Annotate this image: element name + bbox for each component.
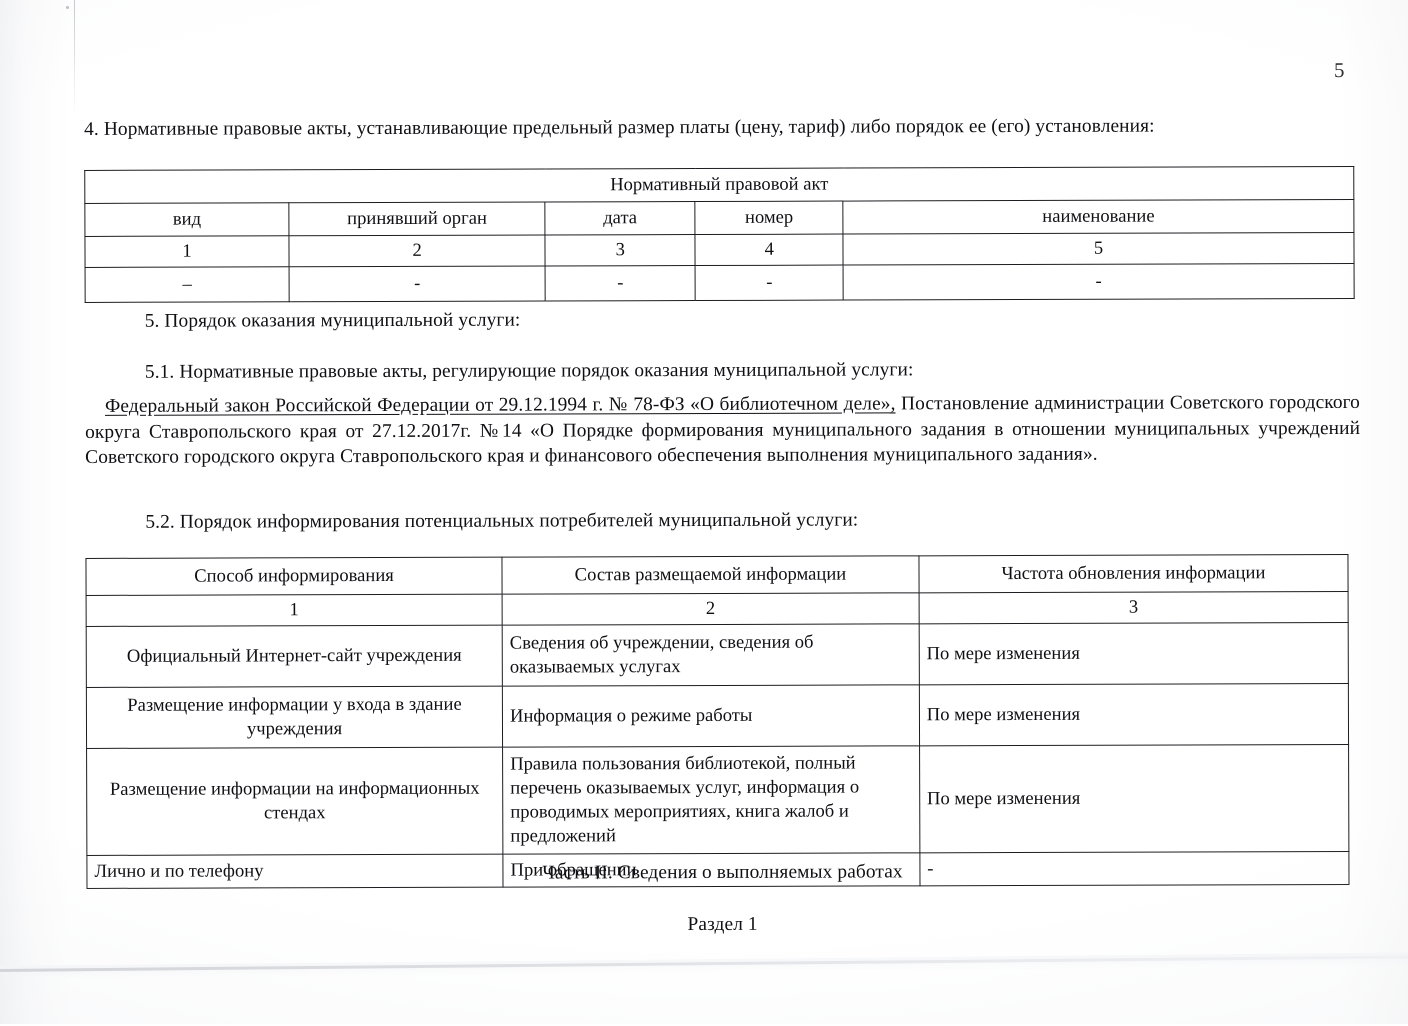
table-nla-header-data: дата	[545, 202, 695, 235]
table-info-cell-frequency: По мере изменения	[919, 744, 1349, 852]
table-info-cell-method: Размещение информации на информационных …	[87, 747, 503, 855]
table-info-number-3: 3	[919, 591, 1348, 623]
table-nla-number-5: 5	[843, 232, 1354, 265]
table-row-column-headers: вид принявший орган дата номер наименова…	[85, 199, 1354, 236]
page-number: 5	[1334, 58, 1345, 83]
paragraph-item-5-2-text: 5.2. Порядок информирования потенциальны…	[145, 510, 858, 533]
table-info-cell-frequency: По мере изменения	[919, 683, 1348, 745]
table-row-group-header: Нормативный правовой акт	[85, 166, 1354, 203]
part-title: Часть II. Сведения о выполняемых работах	[86, 858, 1358, 887]
table-normative-legal-acts: Нормативный правовой акт вид принявший о…	[84, 166, 1354, 303]
table-info-cell-composition: Информация о режиме работы	[502, 685, 919, 747]
paragraph-item-5-1-heading-text: 5.1. Нормативные правовые акты, регулиру…	[145, 359, 914, 382]
table-info-cell-frequency: По мере изменения	[919, 622, 1348, 684]
table-info-cell-composition: Правила пользования библиотекой, полный …	[503, 746, 920, 854]
section-title: Раздел 1	[87, 910, 1359, 939]
table-nla-number-4: 4	[695, 234, 843, 265]
table-row: Официальный Интернет-сайт учреждения Све…	[86, 622, 1348, 687]
table-nla-header-vid: вид	[85, 203, 289, 237]
table-row: Размещение информации у входа в здание у…	[86, 683, 1348, 748]
table-row-column-numbers: 1 2 3	[86, 591, 1348, 626]
table-nla-cell-naimenovanie: -	[843, 263, 1354, 300]
table-info-header-frequency: Частота обновления информации	[919, 554, 1348, 592]
table-nla-number-3: 3	[545, 235, 695, 266]
table-info-header-method: Способ информирования	[86, 557, 502, 595]
table-nla-cell-vid: –	[85, 267, 289, 303]
table-nla-group-header: Нормативный правовой акт	[85, 166, 1354, 203]
table-nla-header-nomer: номер	[695, 201, 843, 234]
table-nla-number-1: 1	[85, 236, 289, 268]
table-row: Размещение информации на информационных …	[87, 744, 1349, 855]
table-nla-header-naimenovanie: наименование	[843, 199, 1354, 234]
paragraph-item-5-2: 5.2. Порядок информирования потенциальны…	[85, 506, 1357, 535]
table-row: – - - - -	[85, 263, 1354, 302]
table-info-cell-method: Размещение информации у входа в здание у…	[86, 686, 502, 748]
table-info-cell-method: Официальный Интернет-сайт учреждения	[86, 625, 502, 687]
table-nla-cell-data: -	[545, 266, 695, 301]
table-nla-header-organ: принявший орган	[289, 202, 545, 236]
table-nla-number-2: 2	[289, 235, 545, 267]
paragraph-item-5-1-heading: 5.1. Нормативные правовые акты, регулиру…	[85, 356, 1357, 385]
table-info-cell-composition: Сведения об учреждении, сведения об оказ…	[502, 624, 919, 686]
paragraph-item-5: 5. Порядок оказания муниципальной услуги…	[85, 305, 1357, 334]
table-row-column-headers: Способ информирования Состав размещаемой…	[86, 554, 1348, 595]
table-info-number-1: 1	[86, 594, 502, 626]
paragraph-item-4: 4. Нормативные правовые акты, устанавлив…	[84, 113, 1356, 142]
table-informing-procedure: Способ информирования Состав размещаемой…	[85, 554, 1349, 889]
table-row-column-numbers: 1 2 3 4 5	[85, 232, 1354, 267]
table-nla-cell-nomer: -	[695, 265, 843, 300]
table-info-header-composition: Состав размещаемой информации	[502, 556, 919, 594]
table-nla-cell-organ: -	[289, 266, 545, 302]
paragraph-item-5-1-body: Федеральный закон Российской Федерации о…	[85, 390, 1360, 471]
paragraph-item-5-text: 5. Порядок оказания муниципальной услуги…	[145, 310, 521, 332]
table-info-number-2: 2	[502, 593, 919, 625]
underlined-law-reference: Федеральный закон Российской Федерации о…	[105, 393, 896, 416]
